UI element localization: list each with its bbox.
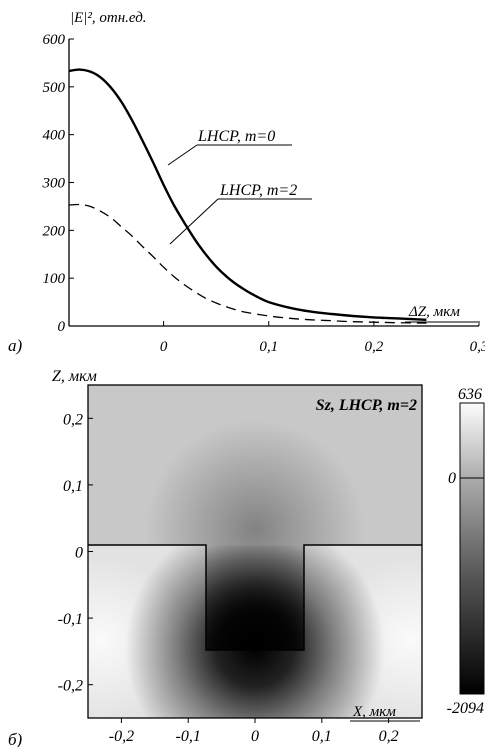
panel-label-a: а) — [8, 336, 23, 355]
series-label-m0: LHCP, m=0 — [197, 128, 275, 145]
panel-label-b: б) — [8, 730, 23, 747]
x-axis-label: ΔZ, мкм — [408, 304, 460, 320]
colorbar-mid: 0 — [448, 470, 456, 487]
heatmap-title: Sz, LHCP, m=2 — [316, 397, 417, 414]
x-tick-label: 0,1 — [259, 339, 278, 355]
heatmap-panel: Z, мкм Sz, LHCP, m=2 X, мкм 0,2 0,1 0 -0,1 -… — [8, 368, 485, 747]
y-tick-label: 400 — [43, 128, 66, 144]
colorbar-min: -2094 — [447, 700, 484, 717]
y-axis-label: |E|², отн.ед. — [70, 10, 147, 26]
label-leader-m0 — [167, 144, 198, 166]
z-tick-label: 0,1 — [63, 478, 83, 495]
colorbar — [460, 403, 484, 694]
label-leader-m2 — [169, 198, 219, 245]
x-tick-label-b: 0,2 — [379, 728, 399, 745]
y-tick-label: 100 — [43, 271, 66, 287]
z-tick-label: 0 — [75, 545, 83, 562]
x-tick-label: 0,3 — [470, 339, 485, 355]
colorbar-max: 636 — [458, 386, 482, 403]
pit-contour — [88, 544, 422, 651]
x-tick-label-b: 0,1 — [312, 728, 332, 745]
y-tick-label: 500 — [43, 80, 66, 96]
line-chart-panel: |E|², отн.ед. 0 100 200 300 400 500 600 0 0,1 0,… — [8, 10, 485, 355]
z-axis-label: Z, мкм — [52, 368, 97, 385]
series-line-0 — [68, 68, 427, 321]
z-tick-label: 0,2 — [63, 411, 83, 428]
y-tick-label: 200 — [43, 223, 66, 239]
x-tick-label: 0,2 — [364, 339, 383, 355]
y-tick-label: 300 — [42, 176, 66, 192]
colorbar-frame — [459, 402, 485, 695]
y-tick-label: 0 — [58, 319, 66, 335]
heatmap-field — [88, 385, 422, 718]
z-tick-label: -0,2 — [58, 678, 83, 695]
x-axis-label-b: X, мкм — [352, 704, 396, 720]
x-tick-label-b: -0,1 — [176, 728, 201, 745]
x-tick-label-b: 0 — [251, 728, 259, 745]
series-line-1 — [68, 203, 427, 324]
z-tick-label: -0,1 — [58, 611, 83, 628]
y-tick-label: 600 — [43, 32, 66, 48]
x-tick-label: 0 — [160, 339, 168, 355]
x-tick-label-b: -0,2 — [109, 728, 134, 745]
series-label-m2: LHCP, m=2 — [219, 182, 297, 199]
